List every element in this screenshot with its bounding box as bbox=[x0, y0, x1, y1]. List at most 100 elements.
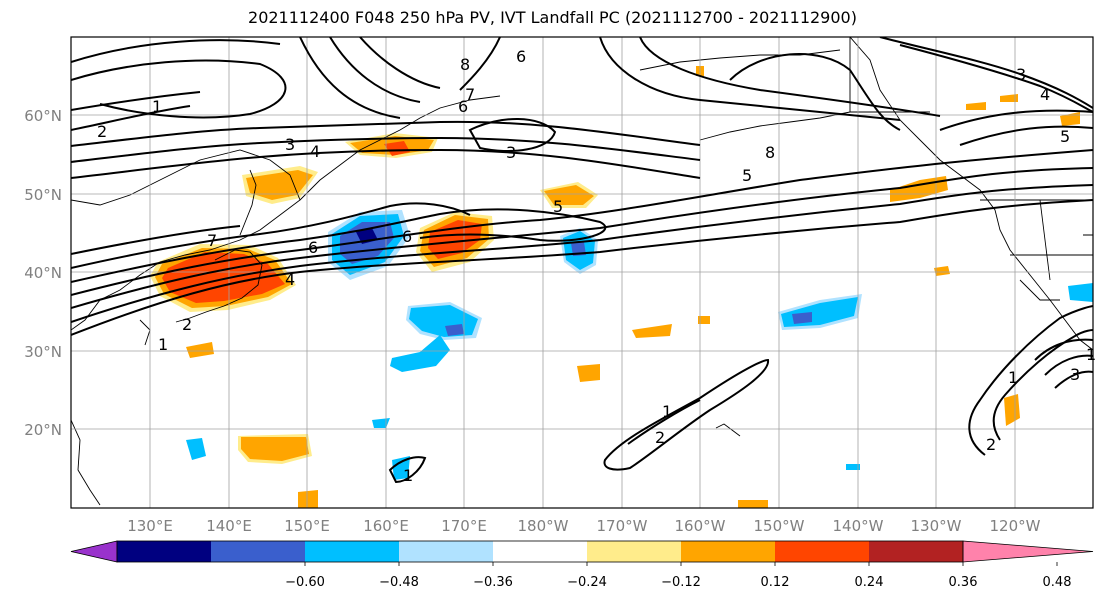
colorbar-swatch bbox=[869, 541, 964, 562]
contour-line bbox=[459, 37, 501, 91]
contour-label: 6 bbox=[458, 97, 468, 116]
pv-blob bbox=[445, 324, 464, 336]
pv-blob bbox=[544, 185, 594, 205]
pv-blob bbox=[698, 316, 710, 324]
colorbar: −0.60 −0.48 −0.36 −0.24 −0.12 0.12 0.24 0.36 0.4… bbox=[70, 540, 1094, 590]
colorbar-swatch bbox=[493, 541, 588, 562]
colorbar-swatch bbox=[775, 541, 870, 562]
contour-line bbox=[603, 358, 770, 471]
contour-line bbox=[939, 109, 1093, 131]
pv-blob bbox=[186, 342, 214, 358]
state-border bbox=[1019, 279, 1060, 301]
colorbar-ticks: −0.60 −0.48 −0.36 −0.24 −0.12 0.12 0.24 0.36 0.4… bbox=[285, 562, 1071, 590]
contour-label: 3 bbox=[285, 135, 295, 154]
pv-blob bbox=[966, 102, 986, 110]
pv-blob bbox=[390, 335, 450, 372]
contour-label: 1 bbox=[403, 466, 413, 485]
contour-label: 2 bbox=[655, 428, 665, 447]
colorbar-frame bbox=[116, 540, 964, 563]
map-panel: 1 2 3 4 5 6 7 8 6 5 3 6 6 7 4 2 1 1 2 1 … bbox=[70, 36, 1096, 509]
lon-tick-label: 160°E bbox=[363, 517, 409, 535]
contour-label: 8 bbox=[460, 55, 470, 74]
pv-blob bbox=[298, 490, 318, 508]
contour-label: 1 bbox=[662, 402, 672, 421]
contour-label: 2 bbox=[986, 435, 996, 454]
lon-tick-label: 120°W bbox=[990, 517, 1041, 535]
contour-line bbox=[879, 37, 1093, 109]
contour-label: 4 bbox=[1040, 85, 1050, 104]
lat-tick-label: 40°N bbox=[24, 264, 62, 282]
map-title: 2021112400 F048 250 hPa PV, IVT Landfall… bbox=[248, 8, 857, 27]
hawaii-islands bbox=[715, 423, 741, 437]
colorbar-tick-label: −0.48 bbox=[379, 575, 419, 590]
contour-line bbox=[639, 37, 941, 117]
contour-line bbox=[71, 208, 607, 283]
lon-tick-label: 170°E bbox=[441, 517, 487, 535]
contour-label: 1 bbox=[1008, 368, 1018, 387]
contour-line bbox=[599, 37, 901, 121]
contour-line bbox=[71, 202, 471, 269]
contour-label: 6 bbox=[308, 238, 318, 257]
colorbar-tick-label: 0.12 bbox=[761, 575, 790, 590]
colorbar-tick-label: 0.36 bbox=[949, 575, 978, 590]
lat-tick-label: 30°N bbox=[24, 343, 62, 361]
contour-labels: 1 2 3 4 5 6 7 8 6 5 3 6 6 7 4 2 1 1 2 1 … bbox=[97, 47, 1096, 485]
contour-line bbox=[1034, 338, 1093, 361]
contour-line bbox=[71, 120, 701, 147]
pv-blob bbox=[738, 500, 768, 508]
japan-coast bbox=[175, 249, 263, 323]
contour-line bbox=[359, 37, 441, 89]
contour-line bbox=[968, 305, 1093, 456]
asia-coast bbox=[71, 149, 301, 331]
ivt-contours bbox=[71, 37, 1093, 484]
contour-line bbox=[71, 59, 287, 119]
lon-tick-label: 140°W bbox=[833, 517, 884, 535]
lat-tick-label: 50°N bbox=[24, 186, 62, 204]
pv-blob bbox=[632, 324, 672, 338]
pv-blob bbox=[577, 364, 600, 382]
philippines-coast bbox=[71, 419, 101, 506]
pv-blob bbox=[1060, 112, 1080, 126]
contour-line bbox=[468, 118, 557, 153]
contour-line bbox=[71, 148, 701, 179]
contour-line bbox=[1044, 354, 1093, 376]
lon-tick-label: 140°E bbox=[206, 517, 252, 535]
contour-line bbox=[71, 199, 1093, 336]
colorbar-extend-min bbox=[70, 540, 118, 563]
contour-label: 7 bbox=[465, 85, 475, 104]
lat-tick-label: 20°N bbox=[24, 421, 62, 439]
contour-line bbox=[71, 167, 1093, 309]
contour-line bbox=[729, 53, 901, 131]
contour-line bbox=[71, 39, 281, 63]
contour-label: 7 bbox=[207, 231, 217, 250]
colorbar-tick-label: −0.24 bbox=[567, 575, 607, 590]
state-border bbox=[1039, 199, 1051, 281]
contour-label: 5 bbox=[1060, 127, 1070, 146]
pv-blob bbox=[934, 266, 950, 276]
pv-blob bbox=[241, 437, 309, 461]
contour-line bbox=[71, 149, 1093, 296]
contour-line bbox=[992, 329, 1093, 441]
lon-tick-label: 150°E bbox=[284, 517, 330, 535]
contour-label: 3 bbox=[1070, 365, 1080, 384]
contour-label: 3 bbox=[1016, 65, 1026, 84]
lon-axis: 130°E 140°E 150°E 160°E 170°E 180°W 170°… bbox=[127, 517, 1040, 535]
colorbar-tick-label: 0.24 bbox=[855, 575, 884, 590]
contour-label: 4 bbox=[285, 270, 295, 289]
contour-line bbox=[329, 37, 421, 103]
pv-blob bbox=[392, 456, 410, 480]
contour-label: 1 bbox=[1086, 345, 1096, 364]
state-border bbox=[1083, 234, 1093, 265]
lon-tick-label: 170°W bbox=[597, 517, 648, 535]
contour-label: 6 bbox=[402, 227, 412, 246]
pv-blob bbox=[186, 438, 206, 460]
lon-tick-label: 160°W bbox=[675, 517, 726, 535]
map-frame bbox=[70, 36, 1094, 509]
sakhalin-coast bbox=[239, 169, 257, 236]
colorbar-swatch bbox=[305, 541, 400, 562]
colorbar-swatch bbox=[681, 541, 776, 562]
contour-line bbox=[959, 125, 1093, 146]
contour-label: 8 bbox=[765, 143, 775, 162]
contour-line bbox=[388, 456, 427, 484]
